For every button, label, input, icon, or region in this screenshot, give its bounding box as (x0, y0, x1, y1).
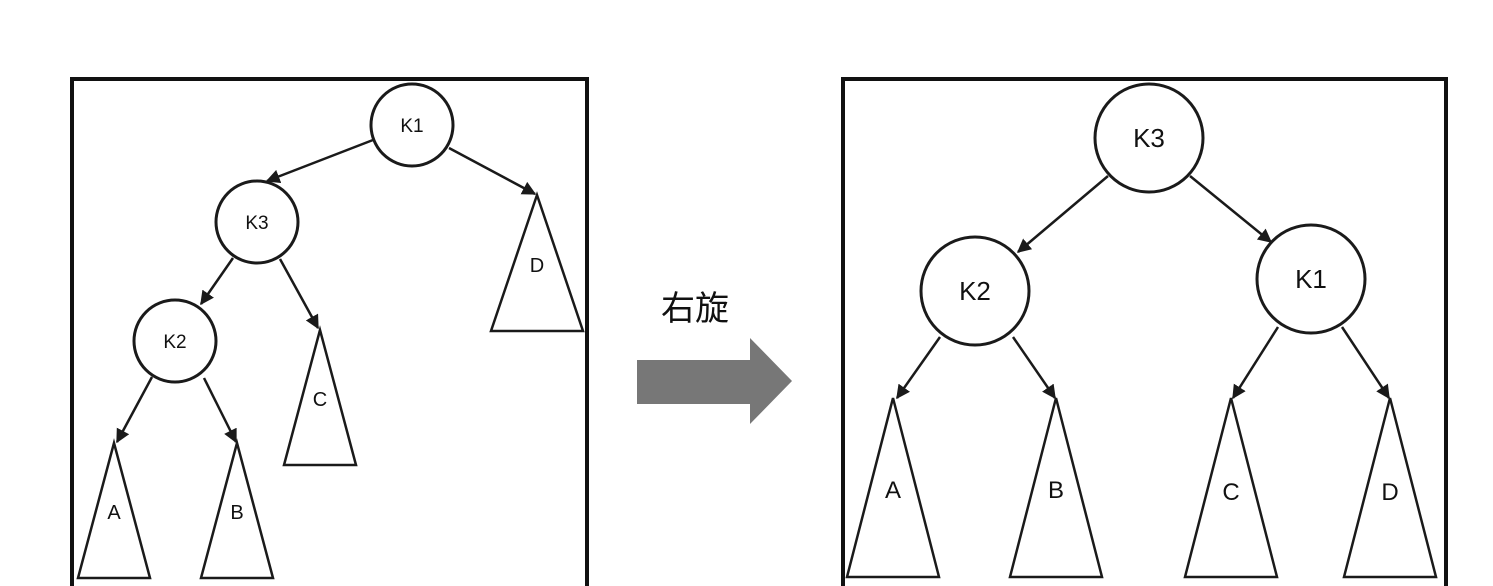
after-node-k2-label: K2 (959, 276, 991, 306)
before-node-k1-label: K1 (400, 116, 423, 137)
after-subtree-d-label: D (1381, 479, 1398, 506)
after-subtree-a-label: A (885, 477, 901, 504)
edge-k1-d (448, 146, 537, 196)
edge-k2-a-after (895, 336, 942, 400)
before-tree: K1 K3 K2 D C A B (70, 77, 589, 586)
before-subtree-b-label: B (230, 502, 243, 524)
after-tree: K3 K2 K1 A B C D (841, 77, 1448, 586)
before-subtree-b: B (199, 438, 275, 580)
before-subtree-a-label: A (107, 502, 121, 524)
after-node-k1-label: K1 (1295, 264, 1327, 294)
edge-k2-b (202, 377, 238, 444)
before-node-k3-label: K3 (245, 213, 268, 234)
edge-k3-c (278, 258, 320, 330)
after-subtree-c-label: C (1222, 479, 1239, 506)
before-subtree-c-label: C (313, 389, 327, 411)
before-node-k3: K3 (214, 179, 300, 265)
before-node-k1: K1 (369, 82, 455, 168)
before-frame (70, 77, 589, 586)
transition: 右旋 (637, 289, 792, 424)
edge-k3-k1-after (1189, 175, 1273, 243)
after-subtree-d: D (1342, 397, 1438, 579)
before-subtree-c: C (282, 325, 358, 467)
after-subtree-b-label: B (1048, 477, 1064, 504)
edge-k2-b-after (1011, 336, 1057, 400)
right-arrow-icon (637, 338, 792, 424)
after-subtree-a: A (845, 397, 941, 579)
after-subtree-b: B (1008, 397, 1104, 579)
edge-k1-d-after (1340, 326, 1391, 400)
after-node-k3: K3 (1093, 82, 1205, 194)
after-frame (841, 77, 1448, 586)
edge-k3-k2 (199, 257, 235, 306)
edge-k1-k3 (265, 138, 374, 183)
after-node-k2: K2 (919, 235, 1031, 347)
after-subtree-c: C (1183, 397, 1279, 579)
rotation-caption: 右旋 (661, 289, 729, 329)
before-subtree-d: D (489, 191, 585, 333)
edge-k1-c-after (1231, 326, 1280, 400)
before-node-k2-label: K2 (163, 332, 186, 353)
edge-k3-k2-after (1016, 175, 1109, 253)
after-node-k3-label: K3 (1133, 123, 1165, 153)
before-node-k2: K2 (132, 298, 218, 384)
before-subtree-a: A (76, 438, 152, 580)
after-node-k1: K1 (1255, 223, 1367, 335)
before-subtree-d-label: D (530, 255, 544, 277)
edge-k2-a (115, 376, 154, 444)
